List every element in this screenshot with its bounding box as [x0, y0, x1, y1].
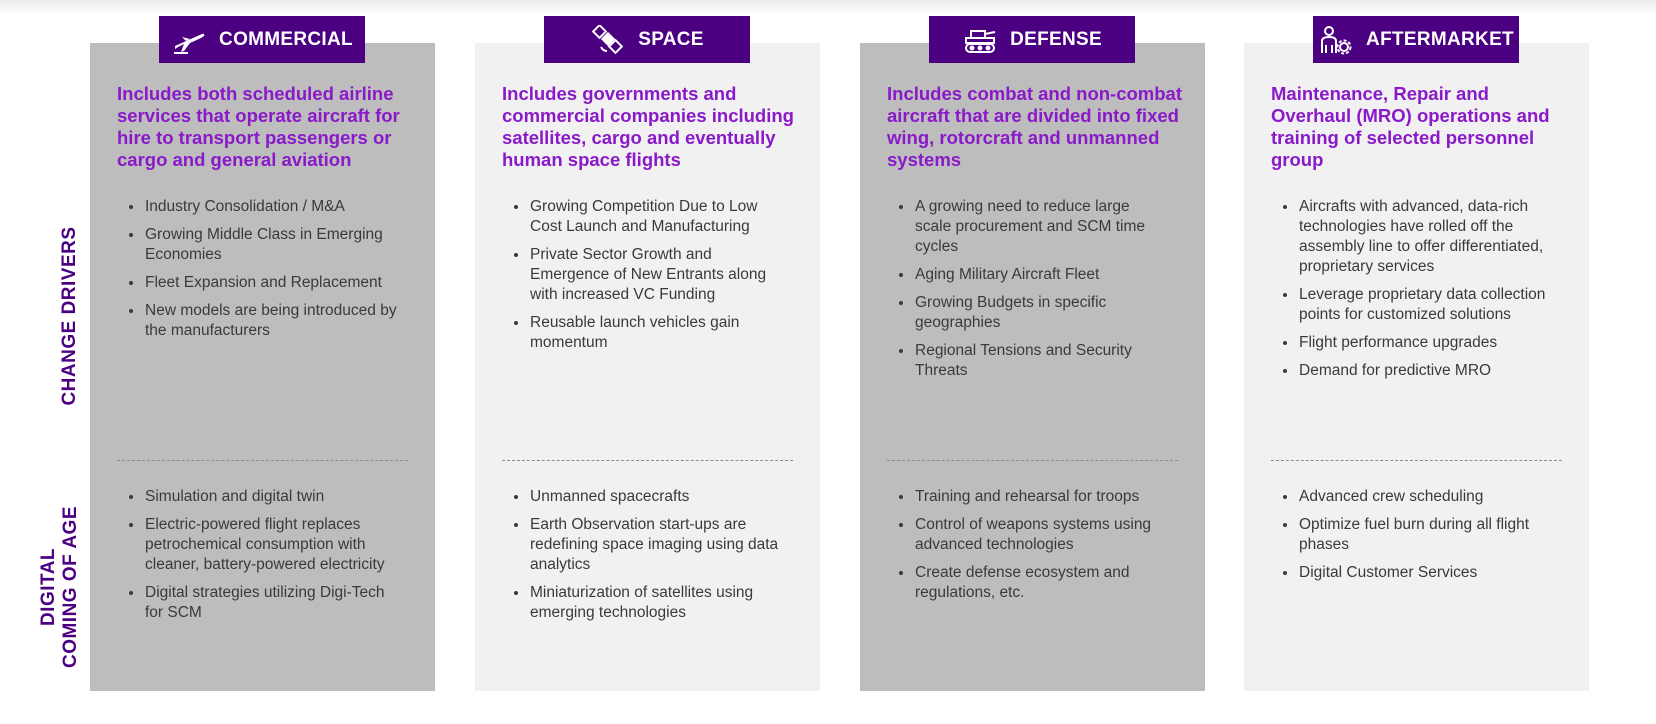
- list-item: Advanced crew scheduling: [1298, 487, 1553, 507]
- change-drivers-list: Aircrafts with advanced, data-rich techn…: [1271, 197, 1553, 389]
- tab-title: COMMERCIAL: [219, 28, 353, 50]
- dashed-divider: [1271, 460, 1562, 461]
- tank-icon: [962, 24, 998, 56]
- panel-aftermarket: Maintenance, Repair and Overhaul (MRO) o…: [1244, 43, 1589, 691]
- list-item: Private Sector Growth and Emergence of N…: [529, 245, 784, 305]
- top-shadow: [0, 0, 1656, 14]
- list-item: Growing Competition Due to Low Cost Laun…: [529, 197, 784, 237]
- panel-commercial: Includes both scheduled airline services…: [90, 43, 435, 691]
- list-item: Flight performance upgrades: [1298, 333, 1553, 353]
- list-item: Create defense ecosystem and regulations…: [914, 563, 1169, 603]
- list-item: Simulation and digital twin: [144, 487, 399, 507]
- tab-space: SPACE: [544, 16, 750, 63]
- list-item: Electric-powered flight replaces petroch…: [144, 515, 399, 575]
- list-item: Digital strategies utilizing Digi-Tech f…: [144, 583, 399, 623]
- change-drivers-list: Growing Competition Due to Low Cost Laun…: [502, 197, 784, 361]
- digital-list: Unmanned spacecrafts Earth Observation s…: [502, 487, 784, 631]
- list-item: Growing Middle Class in Emerging Economi…: [144, 225, 399, 265]
- list-item: Demand for predictive MRO: [1298, 361, 1553, 381]
- panel-defense: Includes combat and non-combat aircraft …: [860, 43, 1205, 691]
- technician-gear-icon: [1318, 24, 1354, 56]
- row-label-digital-line2: COMING OF AGE: [60, 505, 81, 669]
- tab-aftermarket: AFTERMARKET: [1313, 16, 1519, 63]
- panel-description: Includes governments and commercial comp…: [502, 83, 794, 170]
- dashed-divider: [502, 460, 793, 461]
- list-item: Leverage proprietary data collection poi…: [1298, 285, 1553, 325]
- list-item: Digital Customer Services: [1298, 563, 1553, 583]
- change-drivers-list: Industry Consolidation / M&A Growing Mid…: [117, 197, 399, 349]
- dashed-divider: [117, 460, 408, 461]
- panel-description: Includes combat and non-combat aircraft …: [887, 83, 1182, 170]
- satellite-icon: [590, 24, 626, 56]
- list-item: New models are being introduced by the m…: [144, 301, 399, 341]
- list-item: Control of weapons systems using advance…: [914, 515, 1169, 555]
- change-drivers-list: A growing need to reduce large scale pro…: [887, 197, 1169, 389]
- tab-title: SPACE: [638, 28, 704, 50]
- row-label-digital-line1: DIGITAL: [38, 547, 59, 627]
- digital-list: Simulation and digital twin Electric-pow…: [117, 487, 399, 631]
- tab-title: AFTERMARKET: [1366, 28, 1514, 50]
- list-item: Fleet Expansion and Replacement: [144, 273, 399, 293]
- list-item: Aging Military Aircraft Fleet: [914, 265, 1169, 285]
- tab-defense: DEFENSE: [929, 16, 1135, 63]
- tab-title: DEFENSE: [1010, 28, 1102, 50]
- airplane-icon: [171, 24, 207, 56]
- list-item: Optimize fuel burn during all flight pha…: [1298, 515, 1553, 555]
- panel-space: Includes governments and commercial comp…: [475, 43, 820, 691]
- list-item: Aircrafts with advanced, data-rich techn…: [1298, 197, 1553, 277]
- list-item: Unmanned spacecrafts: [529, 487, 784, 507]
- panel-description: Includes both scheduled airline services…: [117, 83, 400, 170]
- list-item: Industry Consolidation / M&A: [144, 197, 399, 217]
- row-label-change-drivers: CHANGE DRIVERS: [59, 226, 80, 406]
- digital-list: Advanced crew scheduling Optimize fuel b…: [1271, 487, 1553, 591]
- list-item: Training and rehearsal for troops: [914, 487, 1169, 507]
- list-item: A growing need to reduce large scale pro…: [914, 197, 1169, 257]
- tab-commercial: COMMERCIAL: [159, 16, 365, 63]
- panel-description: Maintenance, Repair and Overhaul (MRO) o…: [1271, 83, 1550, 170]
- list-item: Reusable launch vehicles gain momentum: [529, 313, 784, 353]
- digital-list: Training and rehearsal for troops Contro…: [887, 487, 1169, 611]
- dashed-divider: [887, 460, 1178, 461]
- list-item: Earth Observation start-ups are redefini…: [529, 515, 784, 575]
- row-label-digital: DIGITAL COMING OF AGE: [38, 502, 82, 672]
- list-item: Miniaturization of satellites using emer…: [529, 583, 784, 623]
- list-item: Growing Budgets in specific geographies: [914, 293, 1169, 333]
- list-item: Regional Tensions and Security Threats: [914, 341, 1169, 381]
